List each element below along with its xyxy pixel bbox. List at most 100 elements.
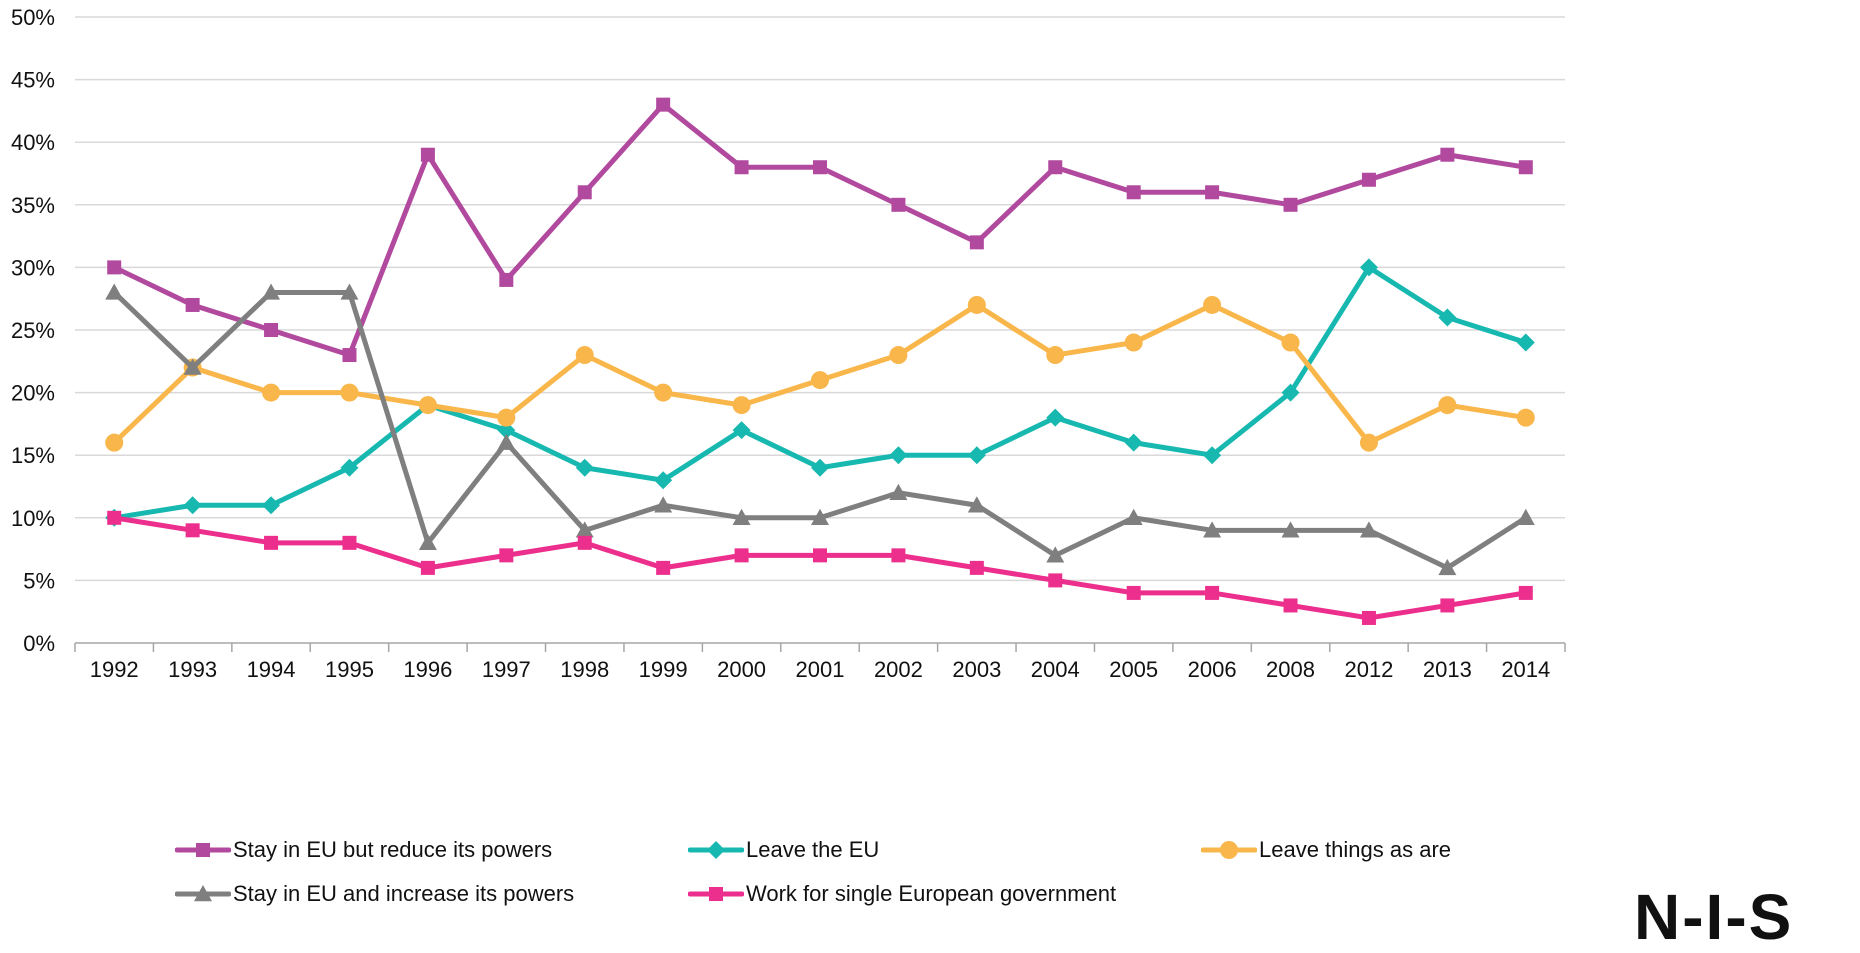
data-point-leave-things-as-are — [889, 346, 908, 365]
legend-label-leave-eu: Leave the EU — [746, 837, 880, 862]
data-point-stay-in-eu-but-reduce-its-powers — [656, 97, 671, 112]
data-point-leave-the-eu — [1516, 333, 1535, 352]
data-point-leave-things-as-are — [811, 371, 829, 390]
gridlines — [75, 16, 1565, 582]
data-point-stay-in-eu-and-increase-its-powers — [497, 433, 516, 450]
data-point-leave-the-eu — [1124, 433, 1143, 452]
data-point-leave-the-eu — [732, 421, 751, 440]
x-tick-label: 2003 — [952, 657, 1001, 682]
series-line-stay-in-eu-and-increase-its-powers — [111, 289, 1529, 571]
data-point-stay-in-eu-and-increase-its-powers — [1203, 521, 1222, 538]
line-chart: 0% 5% 10% 15% 20% 25% 30% 35% 40% 45% 50% 1992 1993… — [11, 5, 1566, 682]
data-point-leave-the-eu — [575, 458, 594, 477]
data-point-stay-in-eu-and-increase-its-powers — [967, 496, 986, 513]
series-leave-things-as-are — [105, 295, 1535, 452]
data-point-stay-in-eu-but-reduce-its-powers — [1283, 197, 1298, 212]
data-point-leave-the-eu — [654, 471, 673, 490]
x-tick-label: 2013 — [1423, 657, 1472, 682]
x-axis-tick-labels: 1992 1993 1994 1995 1996 1997 1998 1999 2000 2001… — [90, 657, 1551, 682]
axes — [74, 642, 1566, 652]
legend-swatch-leave-things — [1201, 841, 1257, 859]
data-point-stay-in-eu-but-reduce-its-powers — [577, 185, 592, 200]
data-point-leave-the-eu — [889, 446, 908, 465]
data-point-leave-things-as-are — [497, 408, 516, 427]
data-point-stay-in-eu-and-increase-its-powers — [889, 483, 908, 500]
x-tick-label: 1996 — [403, 657, 452, 682]
legend-swatch-stay-increase — [175, 885, 231, 902]
data-point-work-for-single-european-government — [264, 535, 279, 550]
data-point-stay-in-eu-but-reduce-its-powers — [1440, 147, 1455, 162]
data-point-stay-in-eu-but-reduce-its-powers — [813, 160, 827, 175]
legend-swatch-leave-eu — [688, 841, 744, 859]
data-point-stay-in-eu-and-increase-its-powers — [1281, 521, 1300, 538]
data-point-stay-in-eu-but-reduce-its-powers — [264, 323, 279, 337]
data-point-stay-in-eu-but-reduce-its-powers — [342, 348, 357, 363]
legend-label-stay-increase: Stay in EU and increase its powers — [233, 881, 575, 906]
data-point-stay-in-eu-but-reduce-its-powers — [1205, 185, 1220, 200]
data-point-work-for-single-european-government — [734, 548, 749, 563]
legend-label-single-government: Work for single European government — [746, 881, 1117, 906]
data-point-leave-things-as-are — [418, 396, 437, 415]
x-tick-label: 2012 — [1344, 657, 1393, 682]
data-point-leave-things-as-are — [1516, 408, 1535, 427]
data-point-stay-in-eu-and-increase-its-powers — [418, 533, 437, 551]
legend-item-leave-eu[interactable]: Leave the EU — [688, 835, 879, 865]
x-tick-label: 2006 — [1188, 657, 1237, 682]
y-tick-label: 15% — [11, 443, 55, 468]
data-point-stay-in-eu-but-reduce-its-powers — [1518, 160, 1533, 175]
legend-item-single-government[interactable]: Work for single European government — [688, 879, 1116, 909]
data-point-stay-in-eu-and-increase-its-powers — [1516, 508, 1535, 525]
data-point-stay-in-eu-but-reduce-its-powers — [734, 160, 749, 175]
legend-item-leave-things[interactable]: Leave things as are — [1201, 835, 1451, 865]
x-tick-label: 1997 — [482, 657, 531, 682]
legend-label-leave-things: Leave things as are — [1259, 837, 1452, 862]
y-tick-label: 0% — [23, 631, 55, 656]
x-tick-label: 1998 — [560, 657, 609, 682]
x-tick-label: 2008 — [1266, 657, 1315, 682]
data-point-stay-in-eu-but-reduce-its-powers — [1048, 160, 1063, 175]
data-point-stay-in-eu-and-increase-its-powers — [183, 358, 202, 375]
legend-marker-stay-in-eu-and-increase-its-powers — [194, 885, 212, 902]
data-point-stay-in-eu-but-reduce-its-powers — [499, 272, 514, 287]
legend: Stay in EU but reduce its powers Leave t… — [175, 835, 1451, 909]
data-point-leave-things-as-are — [1438, 396, 1457, 415]
data-point-work-for-single-european-government — [1283, 598, 1298, 613]
data-point-leave-the-eu — [340, 458, 359, 477]
data-point-work-for-single-european-government — [1205, 585, 1220, 600]
legend-marker-leave-things-as-are — [1220, 841, 1238, 859]
data-point-work-for-single-european-government — [1361, 610, 1376, 625]
data-point-stay-in-eu-but-reduce-its-powers — [891, 197, 906, 212]
x-tick-label: 1995 — [325, 657, 374, 682]
legend-item-stay-reduce[interactable]: Stay in EU but reduce its powers — [175, 835, 552, 865]
data-point-work-for-single-european-government — [420, 560, 435, 575]
data-point-leave-things-as-are — [1281, 333, 1300, 352]
data-point-leave-the-eu — [1203, 446, 1222, 465]
data-point-leave-the-eu — [1046, 408, 1065, 427]
data-point-leave-things-as-are — [967, 295, 986, 314]
data-point-stay-in-eu-but-reduce-its-powers — [1361, 172, 1376, 187]
legend-item-stay-increase[interactable]: Stay in EU and increase its powers — [175, 879, 574, 909]
series-stay-in-eu-and-increase-its-powers — [105, 283, 1535, 576]
data-point-leave-the-eu — [967, 446, 986, 465]
x-tick-label: 2000 — [717, 657, 766, 682]
data-point-stay-in-eu-but-reduce-its-powers — [1126, 185, 1141, 200]
y-tick-label: 10% — [11, 506, 55, 531]
data-point-leave-things-as-are — [105, 433, 124, 452]
y-tick-label: 20% — [11, 381, 55, 406]
data-point-stay-in-eu-and-increase-its-powers — [1359, 521, 1378, 538]
legend-swatch-stay-reduce — [175, 843, 231, 857]
data-point-leave-things-as-are — [1359, 433, 1378, 452]
y-tick-label: 50% — [11, 5, 55, 30]
data-point-leave-the-eu — [1438, 308, 1457, 327]
x-tick-label: 1992 — [90, 657, 139, 682]
y-tick-label: 30% — [11, 255, 55, 280]
data-point-work-for-single-european-government — [969, 560, 984, 575]
legend-swatch-single-government — [688, 887, 744, 901]
x-tick-label: 2014 — [1501, 657, 1550, 682]
data-point-stay-in-eu-but-reduce-its-powers — [420, 147, 435, 162]
y-tick-label: 40% — [11, 130, 55, 155]
y-axis-tick-labels: 0% 5% 10% 15% 20% 25% 30% 35% 40% 45% 50% — [11, 5, 55, 656]
data-point-leave-things-as-are — [1046, 346, 1065, 365]
data-point-leave-things-as-are — [654, 383, 673, 402]
data-point-stay-in-eu-but-reduce-its-powers — [969, 235, 984, 250]
